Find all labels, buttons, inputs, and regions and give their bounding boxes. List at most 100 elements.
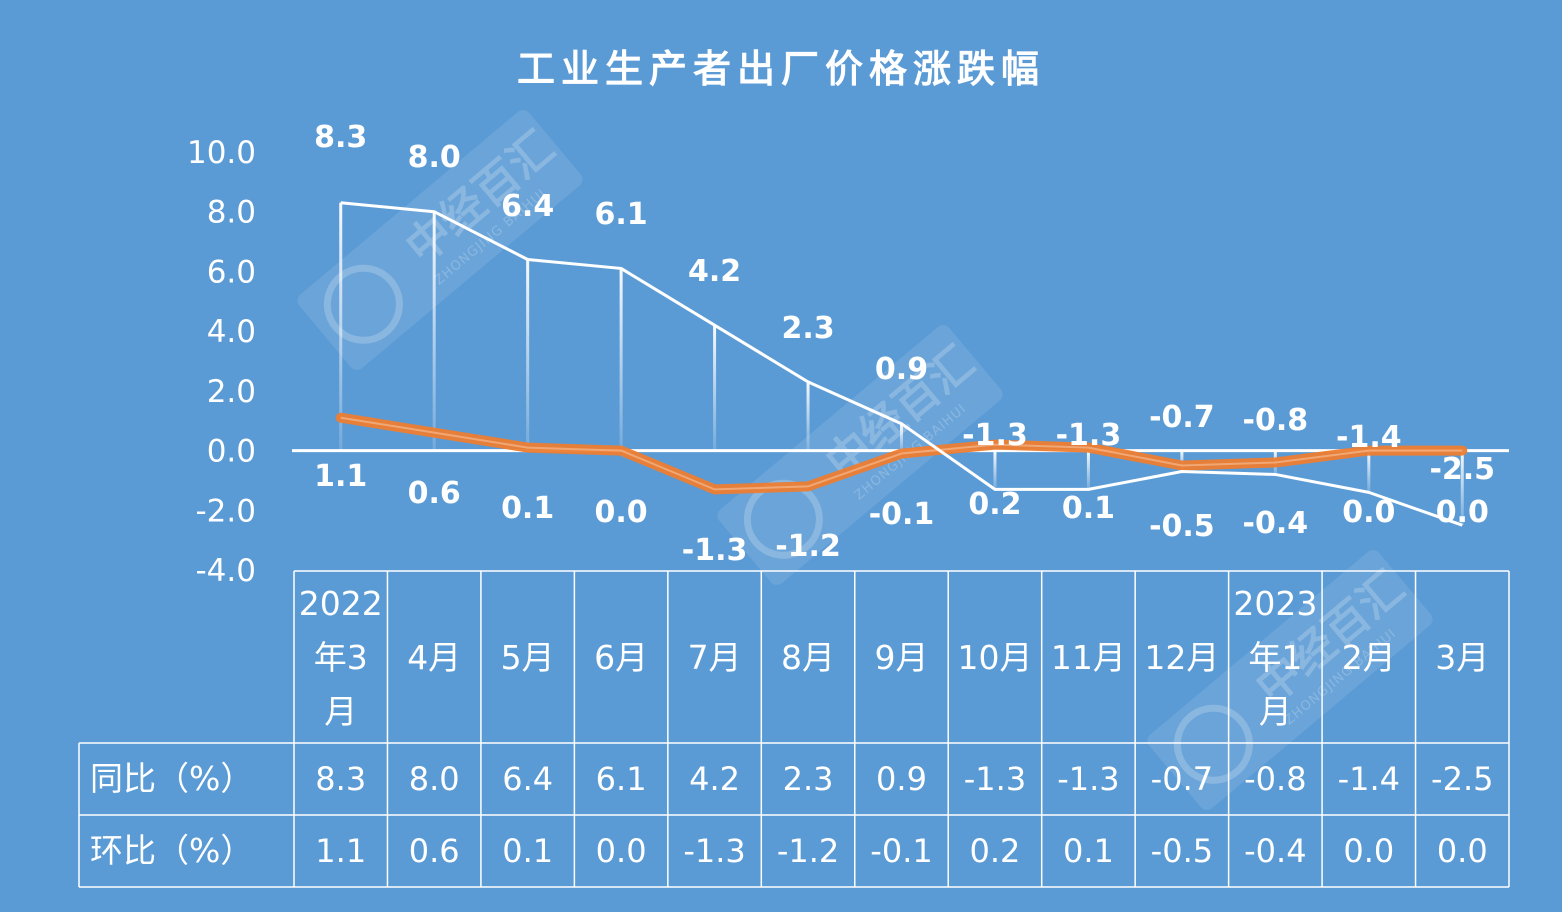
table-cell-yoy: 6.1 [596, 760, 647, 798]
data-label-yoy: 0.9 [875, 352, 928, 387]
table-cell-yoy: -1.3 [964, 760, 1026, 798]
drop-line [713, 325, 717, 451]
y-axis: 10.0 8.0 6.0 4.0 2.0 0.0 -2.0 -4.0 [187, 135, 256, 589]
table-cell-mom: -0.4 [1244, 832, 1306, 870]
drop-line [526, 259, 530, 451]
data-label-yoy: -1.4 [1336, 420, 1402, 455]
category-label: 8月 [781, 638, 835, 677]
data-label-yoy: 6.4 [501, 189, 554, 224]
category-label-line: 月 [1259, 692, 1292, 731]
watermark-logo-icon [1173, 704, 1253, 784]
category-label-line: 9月 [875, 638, 929, 677]
category-label-line: 2月 [1342, 638, 1396, 677]
drop-line [1367, 450, 1371, 493]
table-cell-mom: 0.0 [1343, 832, 1394, 870]
category-label-line: 4月 [407, 638, 461, 677]
table-cell-mom: -1.3 [683, 832, 745, 870]
category-label: 5月 [501, 638, 555, 677]
data-label-mom: 0.1 [501, 491, 554, 526]
data-label-yoy: 8.0 [408, 140, 461, 175]
table-cell-yoy: 8.3 [315, 760, 366, 798]
table-cell-yoy: 2.3 [783, 760, 834, 798]
data-label-mom: 0.2 [968, 487, 1021, 522]
row-header-mom: 环比（%） [90, 831, 253, 870]
data-table: 2022 年3 月 4月 5月 6月 7月 8月 9月 10月 11月 12月 2023 年1 月 2月 3月同… [78, 570, 1510, 888]
table-cell-mom: 0.1 [1063, 832, 1114, 870]
table-cell-yoy: 4.2 [689, 760, 740, 798]
table-cell-mom: 0.2 [970, 832, 1021, 870]
table-cell-yoy: 0.9 [876, 760, 927, 798]
data-label-mom: 0.0 [595, 495, 648, 530]
table-cell-mom: 0.6 [409, 832, 460, 870]
data-label-mom: -1.3 [682, 533, 748, 568]
y-tick-label: 2.0 [207, 374, 256, 410]
data-label-yoy: 4.2 [688, 254, 741, 289]
category-label-line: 2022 [299, 584, 383, 623]
data-label-yoy: 6.1 [595, 197, 648, 232]
y-tick-label: 10.0 [187, 135, 256, 171]
series-lines [335, 201, 1468, 527]
drop-line [1460, 450, 1464, 526]
data-label-mom: 0.0 [1342, 495, 1395, 530]
category-label: 6月 [594, 638, 648, 677]
drop-lines [339, 202, 1464, 526]
data-label-mom: 0.0 [1436, 495, 1489, 530]
series-line-yoy [340, 201, 1463, 527]
drop-line [432, 211, 436, 451]
y-tick-label: -2.0 [196, 493, 257, 529]
category-label: 10月 [957, 638, 1032, 677]
table-cell-mom: 0.0 [1437, 832, 1488, 870]
watermark-band [1147, 550, 1433, 810]
watermark-band [297, 110, 583, 370]
category-label-line: 年3 [314, 638, 368, 677]
table-cell-mom: 0.1 [502, 832, 553, 870]
data-label-mom: -0.4 [1243, 506, 1309, 541]
table-cell-mom: -1.2 [777, 832, 839, 870]
drop-line [900, 423, 903, 451]
data-label-yoy: -2.5 [1429, 452, 1495, 487]
y-tick-label: -4.0 [196, 553, 257, 589]
category-label: 12月 [1144, 638, 1219, 677]
table-cell-mom: -0.5 [1151, 832, 1213, 870]
category-label: 4月 [407, 638, 461, 677]
data-label-mom: 0.6 [408, 476, 461, 511]
table-cell-yoy: -1.3 [1057, 760, 1119, 798]
table-cell-yoy: -0.8 [1244, 760, 1306, 798]
data-label-yoy: -1.3 [962, 418, 1028, 453]
category-label: 3月 [1435, 638, 1489, 677]
data-label-mom: -0.1 [869, 497, 935, 532]
data-label-yoy: 2.3 [781, 311, 834, 346]
table-cell-mom: 0.0 [596, 832, 647, 870]
category-label: 9月 [875, 638, 929, 677]
data-label-yoy: -0.7 [1149, 400, 1215, 435]
drop-line [339, 202, 343, 451]
data-label-mom: 0.1 [1062, 491, 1115, 526]
category-label: 7月 [688, 638, 742, 677]
drop-line [619, 268, 623, 451]
data-labels: 8.3 8.0 6.4 6.1 4.2 2.3 0.9 -1.3 -1.3 -0.7 -0.8 -1.… [314, 120, 1495, 568]
watermark-band [717, 325, 1003, 585]
category-label-line: 3月 [1435, 638, 1489, 677]
category-label-line: 6月 [594, 638, 648, 677]
category-label-line: 12月 [1144, 638, 1219, 677]
category-label: 2023 年1 月 [1233, 584, 1317, 731]
data-label-yoy: 8.3 [314, 120, 367, 155]
chart-title: 工业生产者出厂价格涨跌幅 [517, 47, 1045, 91]
category-label: 2022 年3 月 [299, 584, 383, 731]
data-label-mom: -0.5 [1149, 509, 1215, 544]
series-line-mom-highlight [340, 416, 1463, 491]
category-label-line: 5月 [501, 638, 555, 677]
category-label-line: 10月 [957, 638, 1032, 677]
y-tick-label: 6.0 [207, 254, 256, 290]
drop-line [993, 450, 997, 490]
table-cell-mom: 1.1 [315, 832, 366, 870]
row-header-yoy: 同比（%） [90, 759, 253, 798]
data-label-yoy: -1.3 [1056, 418, 1122, 453]
data-label-mom: -1.2 [775, 529, 841, 564]
table-cell-yoy: -1.4 [1338, 760, 1400, 798]
category-label: 11月 [1051, 638, 1126, 677]
category-label-line: 月 [324, 692, 357, 731]
category-label-line: 年1 [1248, 638, 1302, 677]
